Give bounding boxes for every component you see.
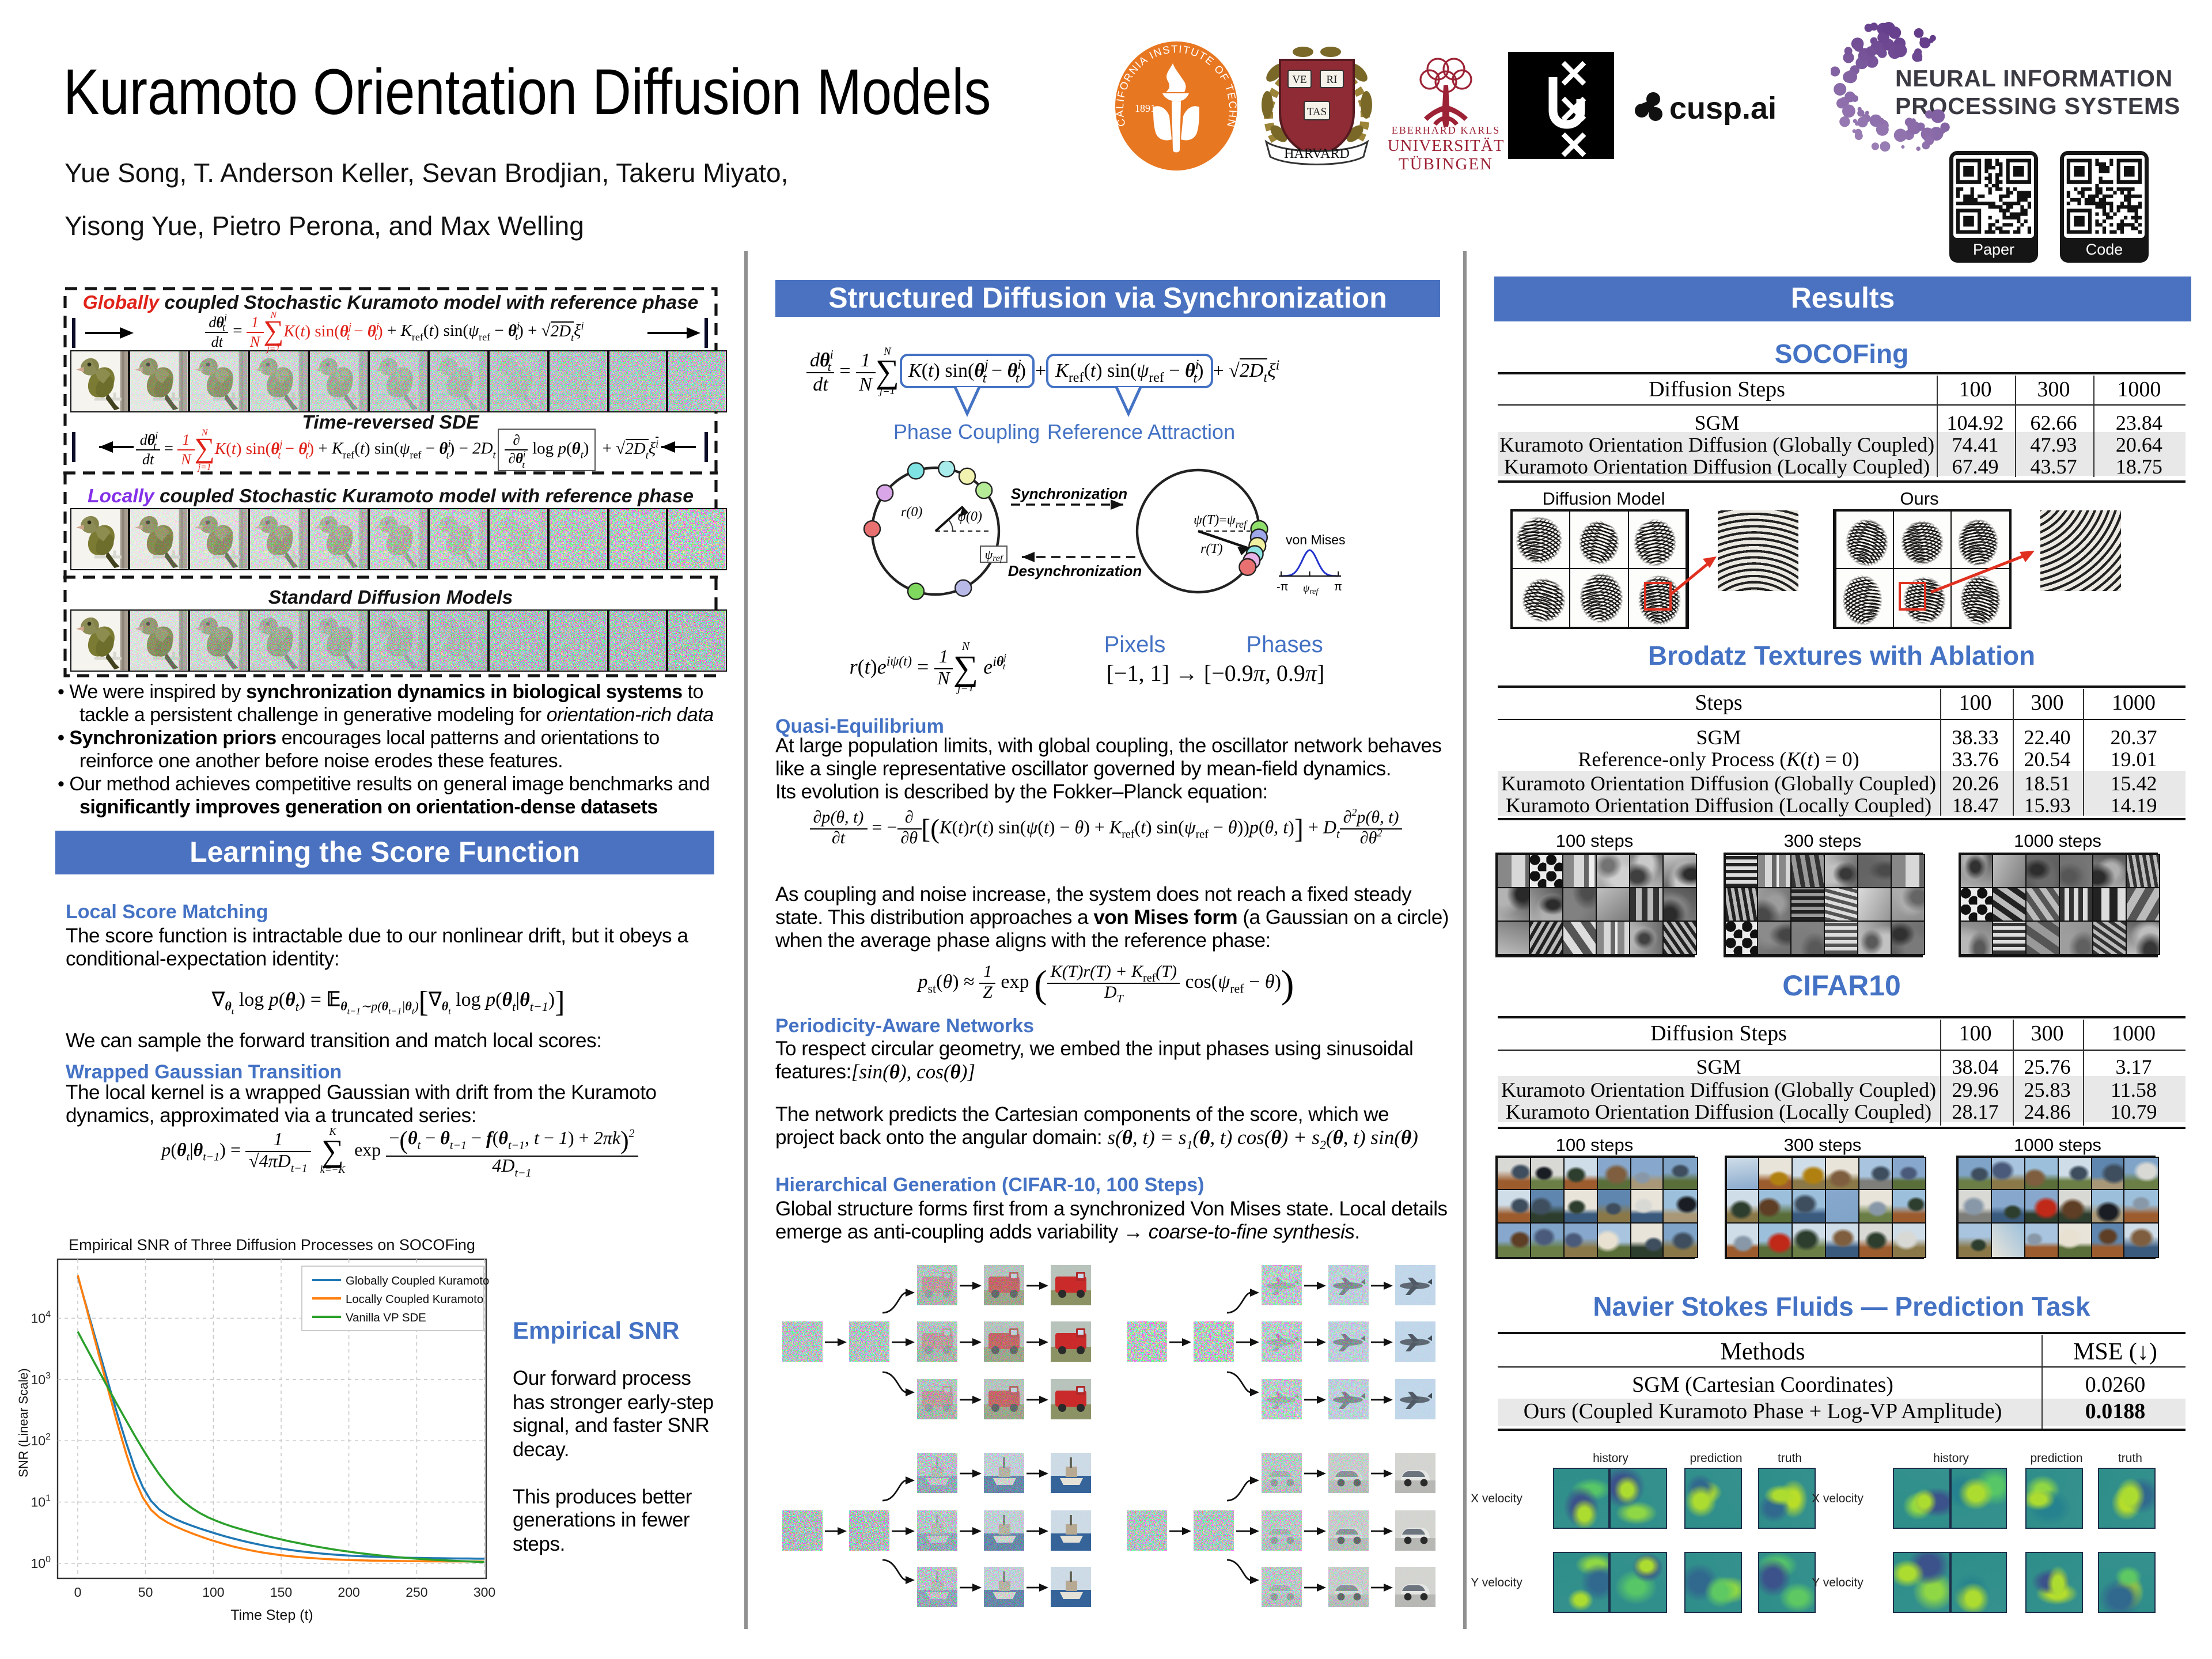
svg-text:ψref: ψref	[1303, 582, 1319, 596]
svg-text:Vanilla VP SDE: Vanilla VP SDE	[346, 1312, 426, 1324]
svg-text:300: 300	[474, 1585, 495, 1600]
svg-text:Code: Code	[2086, 241, 2123, 258]
svg-text:UNIVERSITÄT: UNIVERSITÄT	[1388, 137, 1503, 155]
svg-text:EBERHARD KARLS: EBERHARD KARLS	[1392, 124, 1501, 136]
svg-text:200: 200	[338, 1585, 359, 1600]
svg-text:100: 100	[31, 1555, 51, 1571]
svg-text:Empirical SNR of Three Diffusi: Empirical SNR of Three Diffusion Process…	[69, 1238, 475, 1253]
svg-text:0: 0	[74, 1585, 82, 1600]
svg-text:TÜBINGEN: TÜBINGEN	[1399, 155, 1493, 173]
svg-text:Locally Coupled Kuramoto: Locally Coupled Kuramoto	[346, 1293, 483, 1306]
svg-text:r(T): r(T)	[1200, 541, 1223, 556]
svg-text:RI: RI	[1327, 74, 1338, 86]
svg-text:103: 103	[31, 1371, 51, 1387]
svg-text:cusp.ai: cusp.ai	[1669, 91, 1777, 126]
svg-text:VE: VE	[1292, 74, 1306, 86]
svg-text:Paper: Paper	[1973, 241, 2014, 258]
svg-text:✕: ✕	[1558, 52, 1590, 96]
svg-text:101: 101	[31, 1494, 51, 1510]
svg-text:Globally Coupled Kuramoto: Globally Coupled Kuramoto	[346, 1275, 489, 1287]
svg-text:250: 250	[406, 1585, 427, 1600]
svg-text:-π: -π	[1277, 581, 1288, 593]
svg-text:104: 104	[31, 1309, 51, 1325]
svg-text:SNR (Linear Scale): SNR (Linear Scale)	[16, 1368, 31, 1478]
svg-text:π: π	[1334, 581, 1342, 593]
svg-text:✕: ✕	[1558, 124, 1590, 159]
svg-text:ψ(T)=ψref: ψ(T)=ψref	[1194, 513, 1248, 530]
svg-text:HARVARD: HARVARD	[1284, 146, 1350, 161]
svg-text:r(0): r(0)	[901, 505, 922, 520]
svg-text:50: 50	[138, 1585, 153, 1600]
svg-text:ψ(0): ψ(0)	[957, 509, 982, 524]
svg-text:von Mises: von Mises	[1286, 532, 1346, 547]
svg-text:100: 100	[202, 1585, 224, 1600]
svg-text:102: 102	[31, 1432, 51, 1448]
svg-text:150: 150	[270, 1585, 292, 1600]
svg-text:Time Step (t): Time Step (t)	[230, 1607, 313, 1623]
svg-text:TAS: TAS	[1307, 106, 1327, 118]
svg-text:1891: 1891	[1135, 103, 1156, 114]
